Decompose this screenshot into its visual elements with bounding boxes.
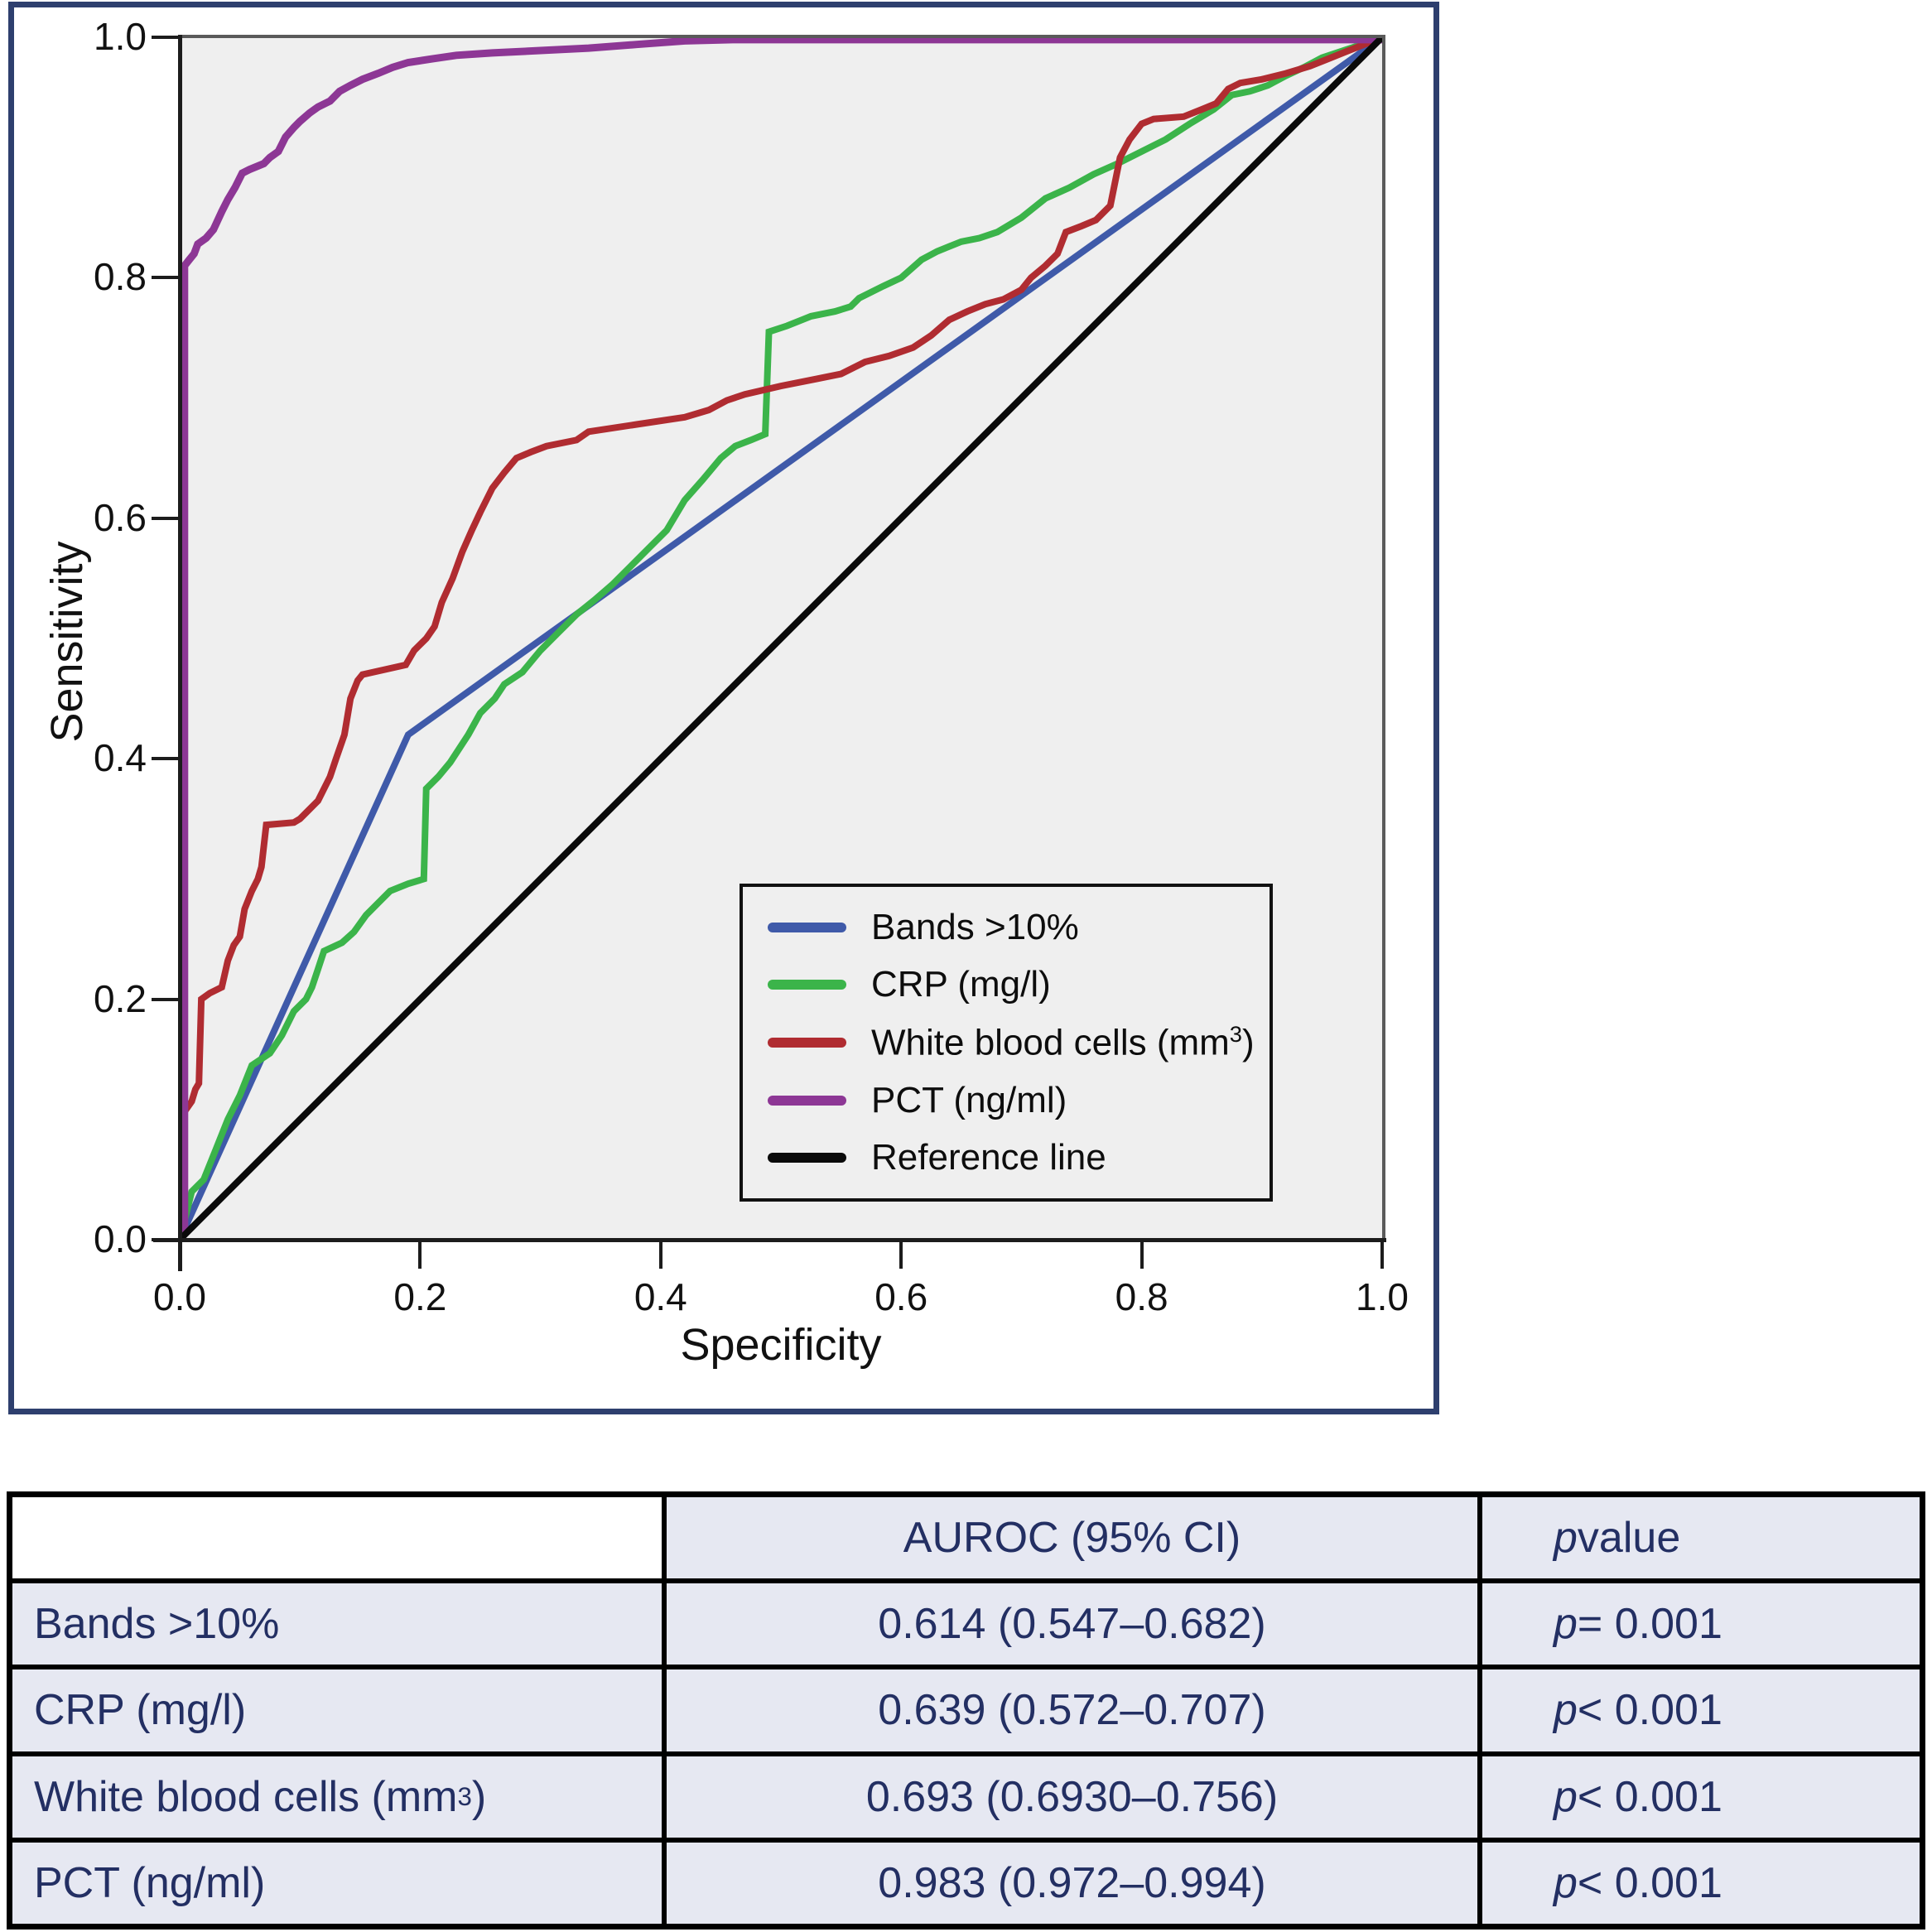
x-axis-tick xyxy=(899,1242,903,1269)
curve-crp xyxy=(180,37,1382,1240)
p-symbol: p xyxy=(1554,1600,1578,1649)
plot-frame-top xyxy=(180,35,1385,38)
x-tick-label: 0.2 xyxy=(393,1275,447,1318)
p-symbol: p xyxy=(1554,1514,1578,1563)
x-axis-tick xyxy=(658,1242,662,1269)
legend-line-swatch-bands xyxy=(768,922,846,932)
legend: Bands >10% CRP (mg/l) White blood cells (m… xyxy=(740,884,1273,1202)
legend-entry-pct: PCT (ng/ml) xyxy=(768,1080,1270,1121)
table-row-label: CRP (mg/l) xyxy=(12,1669,662,1751)
curve-reference xyxy=(180,37,1382,1240)
table-row-p-value: p < 0.001 xyxy=(1482,1669,1920,1751)
y-tick-label: 0.2 xyxy=(94,976,147,1020)
x-axis-tick xyxy=(178,1242,181,1269)
x-axis-line xyxy=(153,1238,1386,1242)
legend-label-pct: PCT (ng/ml) xyxy=(871,1080,1067,1121)
y-axis-tick xyxy=(152,36,178,39)
legend-line-swatch-crp xyxy=(768,979,846,990)
curve-wbc xyxy=(180,37,1382,1240)
table-row-label: White blood cells (mm 3) xyxy=(12,1756,662,1838)
legend-line-swatch-reference xyxy=(768,1153,846,1164)
table-row-p-value: p = 0.001 xyxy=(1482,1583,1920,1665)
x-axis-title: Specificity xyxy=(680,1320,882,1370)
x-axis-tick xyxy=(1139,1242,1144,1269)
curve-pct xyxy=(180,37,1382,1240)
y-axis-tick xyxy=(152,276,178,280)
x-axis-tick xyxy=(418,1242,422,1269)
legend-label-wbc: White blood cells (mm3) xyxy=(871,1021,1255,1063)
table-row-label: PCT (ng/ml) xyxy=(12,1842,662,1924)
table-row-auroc: 0.614 (0.547–0.682) xyxy=(667,1583,1477,1665)
table-row-auroc: 0.983 (0.972–0.994) xyxy=(667,1842,1477,1924)
y-axis-tick xyxy=(152,516,178,520)
legend-line-swatch-wbc xyxy=(768,1037,846,1048)
table-header-empty-cell xyxy=(12,1497,662,1579)
y-axis-tick xyxy=(152,997,178,1001)
p-symbol: p xyxy=(1554,1686,1578,1735)
legend-entry-reference: Reference line xyxy=(768,1137,1270,1178)
superscript: 3 xyxy=(1229,1021,1242,1048)
y-axis-title: Sensitivity xyxy=(42,541,92,743)
roc-curves-svg xyxy=(180,37,1382,1240)
curve-bands xyxy=(180,37,1382,1240)
x-tick-label: 1.0 xyxy=(1356,1275,1409,1318)
legend-entry-bands: Bands >10% xyxy=(768,907,1270,948)
table-row-auroc: 0.693 (0.6930–0.756) xyxy=(667,1756,1477,1838)
y-tick-label: 0.4 xyxy=(94,736,147,780)
y-tick-label: 0.0 xyxy=(94,1217,147,1260)
y-axis-line xyxy=(178,35,182,1271)
x-tick-label: 0.6 xyxy=(874,1275,928,1318)
plot-frame-right xyxy=(1382,35,1385,1241)
y-tick-label: 0.8 xyxy=(94,255,147,299)
table-row-label: Bands >10% xyxy=(12,1583,662,1665)
table-row-p-value: p < 0.001 xyxy=(1482,1842,1920,1924)
legend-line-swatch-pct xyxy=(768,1096,846,1106)
superscript: 3 xyxy=(457,1781,472,1811)
p-symbol: p xyxy=(1554,1772,1578,1821)
y-tick-label: 0.6 xyxy=(94,495,147,539)
legend-label-bands: Bands >10% xyxy=(871,906,1079,947)
p-symbol: p xyxy=(1554,1858,1578,1907)
roc-figure: 0.0 0.2 0.4 0.6 0.8 1.0 0.0 0.2 0.4 0.6 0.8 1.0 Sen… xyxy=(8,2,1439,1414)
legend-label-reference: Reference line xyxy=(871,1137,1106,1178)
table-row-p-value: p < 0.001 xyxy=(1482,1756,1920,1838)
x-tick-label: 0.8 xyxy=(1115,1275,1168,1318)
x-tick-label: 0.0 xyxy=(153,1275,206,1318)
y-tick-label: 1.0 xyxy=(94,15,147,58)
y-axis-tick xyxy=(152,1238,178,1241)
auroc-results-table: AUROC (95% CI) p value Bands >10% 0.614 (0.… xyxy=(7,1491,1925,1930)
table-row-auroc: 0.639 (0.572–0.707) xyxy=(667,1669,1477,1751)
legend-entry-crp: CRP (mg/l) xyxy=(768,964,1270,1005)
x-tick-label: 0.4 xyxy=(634,1275,687,1318)
table-header-p-value: p value xyxy=(1482,1497,1920,1579)
x-axis-tick xyxy=(1380,1242,1384,1269)
table-header-auroc: AUROC (95% CI) xyxy=(667,1497,1477,1579)
legend-label-crp: CRP (mg/l) xyxy=(871,963,1051,1005)
legend-entry-wbc: White blood cells (mm3) xyxy=(768,1021,1270,1064)
y-axis-tick xyxy=(152,757,178,761)
